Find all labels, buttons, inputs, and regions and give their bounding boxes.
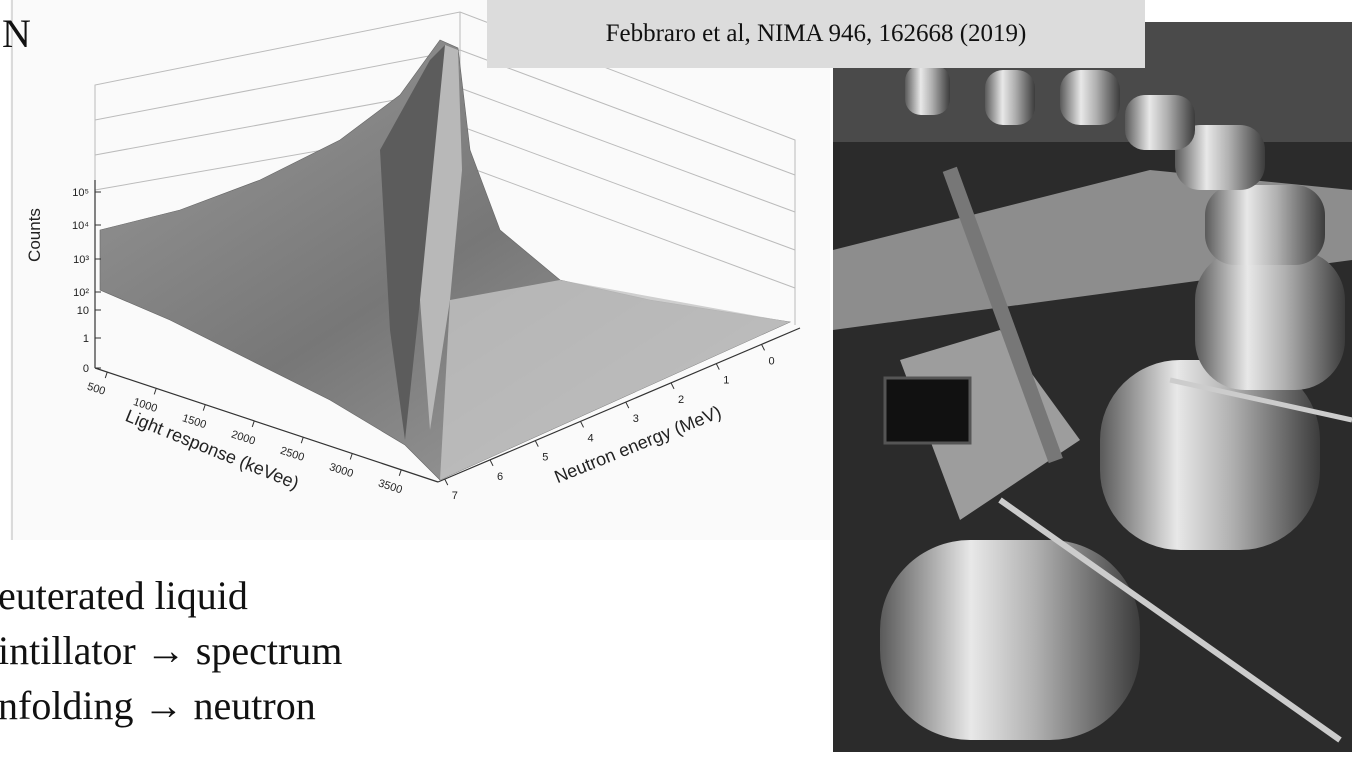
z-tick-label: 10²: [73, 287, 89, 299]
z-axis-label: Counts: [25, 208, 44, 262]
y-tick-label: 5: [542, 452, 548, 464]
photo: [833, 22, 1352, 752]
y-tick-label: 7: [452, 490, 458, 502]
slide: Counts Light response (keVee) Neutron en…: [0, 0, 1357, 757]
bullet-line: euterated liquid: [0, 576, 248, 616]
y-tick-label: 2: [678, 394, 684, 406]
y-tick-label: 3: [633, 413, 639, 425]
z-tick-label: 10⁴: [72, 220, 89, 232]
y-tick-label: 1: [723, 375, 729, 387]
z-tick-label: 10: [77, 305, 89, 317]
bullet-line: intillator → spectrum: [0, 631, 342, 671]
z-tick-label: 10⁵: [72, 187, 89, 199]
z-tick-label: 1: [83, 333, 89, 345]
z-tick-label: 0: [83, 363, 89, 375]
bullet-line: nfolding → neutron: [0, 686, 316, 726]
heading-fragment: N: [2, 10, 31, 57]
citation: Febbraro et al, NIMA 946, 162668 (2019): [487, 0, 1145, 68]
z-tick-label: 10³: [73, 254, 89, 266]
y-tick-label: 4: [587, 432, 593, 444]
y-tick-label: 0: [768, 355, 774, 367]
y-tick-label: 6: [497, 471, 503, 483]
